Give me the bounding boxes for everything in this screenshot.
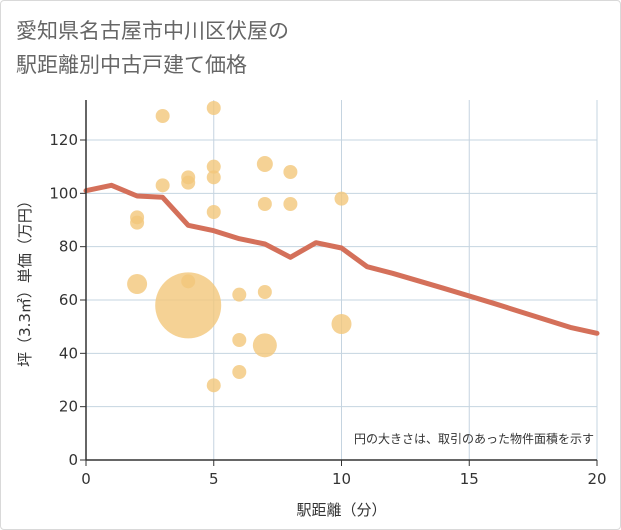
bubble-point xyxy=(130,215,145,230)
bubble-point xyxy=(256,156,273,172)
bubble-point xyxy=(283,165,298,179)
bubble-point xyxy=(206,205,221,219)
x-tick-label: 0 xyxy=(81,470,91,488)
bubble-series xyxy=(127,101,352,393)
y-tick-label: 100 xyxy=(49,184,78,202)
bubble-point xyxy=(155,272,222,339)
bubble-point xyxy=(127,274,148,294)
bubble-point xyxy=(155,178,170,193)
bubble-point xyxy=(155,109,170,123)
bubble-point xyxy=(252,333,277,358)
y-tick-label: 20 xyxy=(59,398,78,416)
y-tick-label: 80 xyxy=(59,238,78,256)
x-tick-label: 20 xyxy=(587,470,606,488)
bubble-point xyxy=(257,197,272,211)
bubble-point xyxy=(232,333,247,347)
bubble-point xyxy=(283,197,298,211)
chart-title: 愛知県名古屋市中川区伏屋の 駅距離別中古戸建て価格 xyxy=(16,19,289,77)
bubble-point xyxy=(257,285,272,299)
x-tick-label: 15 xyxy=(460,470,479,488)
tick-labels: 0 5 10 15 20 0 20 40 60 80 100 120 xyxy=(49,131,606,488)
bubble-point xyxy=(206,159,221,174)
y-tick-label: 0 xyxy=(68,451,78,469)
x-axis-label: 駅距離（分） xyxy=(296,501,386,519)
grid xyxy=(86,100,598,460)
y-tick-label: 40 xyxy=(59,344,78,362)
x-tick-label: 5 xyxy=(209,470,219,488)
bubble-point xyxy=(206,170,221,185)
bubble-point xyxy=(181,175,196,190)
bubble-point xyxy=(206,378,221,393)
bubble-point xyxy=(331,314,352,334)
y-tick-label: 60 xyxy=(59,291,78,309)
bubble-size-note: 円の大きさは、取引のあった物件面積を示す xyxy=(354,431,594,446)
bubble-point xyxy=(232,365,247,379)
trend-line xyxy=(83,182,600,336)
bubble-point xyxy=(334,191,349,206)
x-tick-label: 10 xyxy=(332,470,351,488)
y-axis-label: 坪（3.3㎡）単価（万円） xyxy=(16,193,34,367)
bubble-point xyxy=(206,101,221,115)
trend-series xyxy=(83,182,600,336)
y-tick-label: 120 xyxy=(49,131,78,149)
bubble-point xyxy=(232,287,247,302)
